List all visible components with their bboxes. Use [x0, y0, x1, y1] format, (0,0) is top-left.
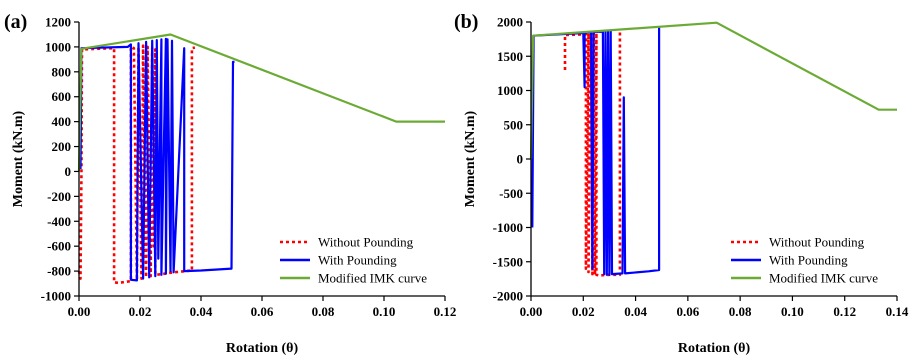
- panel-a-x-tick-label: 0.04: [190, 304, 213, 319]
- panel-b-x-tick-label: 0.02: [572, 304, 595, 319]
- panel-a-series-modified-imk-curve: [77, 33, 445, 172]
- chart-panel-b: 0.00 0.02 0.04 0.06 0.08 0.10 0.12 0.14 -2000 -15…: [454, 11, 909, 356]
- panel-b-y-tick-label: -2000: [493, 289, 523, 304]
- panel-a-x-tick-label: 0.10: [373, 304, 396, 319]
- panel-a-legend-label: Modified IMK curve: [318, 271, 427, 286]
- panel-a-y-tick-label: 400: [52, 114, 72, 129]
- panel-a-label: (a): [4, 11, 27, 33]
- panel-b-series-modified-imk-curve: [529, 21, 897, 160]
- panel-a-x-axis-title: Rotation (θ): [226, 341, 299, 356]
- panel-b-y-tick-label: -500: [499, 186, 523, 201]
- panel-b-y-tick-label: -1000: [493, 220, 523, 235]
- panel-a-y-tick-label: 600: [52, 89, 72, 104]
- panel-a-y-axis-title: Moment (kN.m): [11, 110, 26, 207]
- panel-b-legend-label: Modified IMK curve: [769, 271, 878, 286]
- panel-b-legend-label: With Pounding: [769, 253, 848, 268]
- panel-b-y-tick-label: 2000: [497, 15, 523, 30]
- panel-b-x-tick-label: 0.14: [886, 304, 909, 319]
- panel-b-y-axis-title: Moment (kN.m): [463, 110, 478, 207]
- panel-a-x-tick-label: 0.06: [251, 304, 274, 319]
- panel-b-y-tick-label: 0: [517, 152, 524, 167]
- panel-b-legend: Without Pounding With Pounding Modified IM…: [731, 235, 878, 286]
- panel-b-x-tick-label: 0.12: [833, 304, 856, 319]
- panel-b-x-tick-label: 0.04: [624, 304, 647, 319]
- panel-a-y-tick-label: -200: [47, 189, 71, 204]
- panel-a-x-tick-label: 0.00: [68, 304, 91, 319]
- panel-a-y-tick-label: -400: [47, 214, 71, 229]
- panel-b-y-tick-label: 1500: [497, 49, 523, 64]
- panel-b-legend-label: Without Pounding: [769, 235, 865, 250]
- panel-a-legend: Without Pounding With Pounding Modified IM…: [280, 235, 427, 286]
- panel-a-x-tick-label: 0.08: [312, 304, 335, 319]
- panel-a-y-tick-label: 1000: [45, 39, 71, 54]
- panel-b-y-tick-label: 1000: [497, 83, 523, 98]
- panel-a-series-without-pounding: [77, 44, 196, 285]
- panel-b-x-tick-label: 0.06: [676, 304, 699, 319]
- panel-a-legend-label: Without Pounding: [318, 235, 414, 250]
- panel-a-y-tick-label: -800: [47, 264, 71, 279]
- panel-a-y-tick-label: 200: [52, 139, 72, 154]
- panel-b-y-tick-label: 500: [504, 117, 524, 132]
- panel-a-series-with-pounding: [79, 37, 235, 282]
- panel-b-y-tick-label: -1500: [493, 254, 523, 269]
- chart-panel-a: 0.00 0.02 0.04 0.06 0.08 0.10 0.12 -1000 -800 -60…: [4, 11, 456, 356]
- panel-a-y-tick-label: 0: [65, 164, 72, 179]
- panel-b-x-axis-title: Rotation (θ): [678, 341, 751, 356]
- panel-b-label: (b): [454, 11, 478, 33]
- panel-a-legend-label: With Pounding: [318, 253, 397, 268]
- panel-b-x-tick-label: 0.00: [520, 304, 543, 319]
- panel-b-x-tick-label: 0.08: [729, 304, 752, 319]
- panel-b-series-with-pounding: [531, 27, 661, 276]
- panel-a-y-tick-label: -600: [47, 239, 71, 254]
- panel-a-y-tick-label: 800: [52, 64, 72, 79]
- panel-a-x-tick-label: 0.02: [129, 304, 152, 319]
- panel-b-x-tick-label: 0.10: [781, 304, 804, 319]
- panel-a-x-tick-label: 0.12: [434, 304, 457, 319]
- panel-a-y-tick-label: 1200: [45, 15, 71, 30]
- panel-a-y-tick-label: -1000: [41, 289, 71, 304]
